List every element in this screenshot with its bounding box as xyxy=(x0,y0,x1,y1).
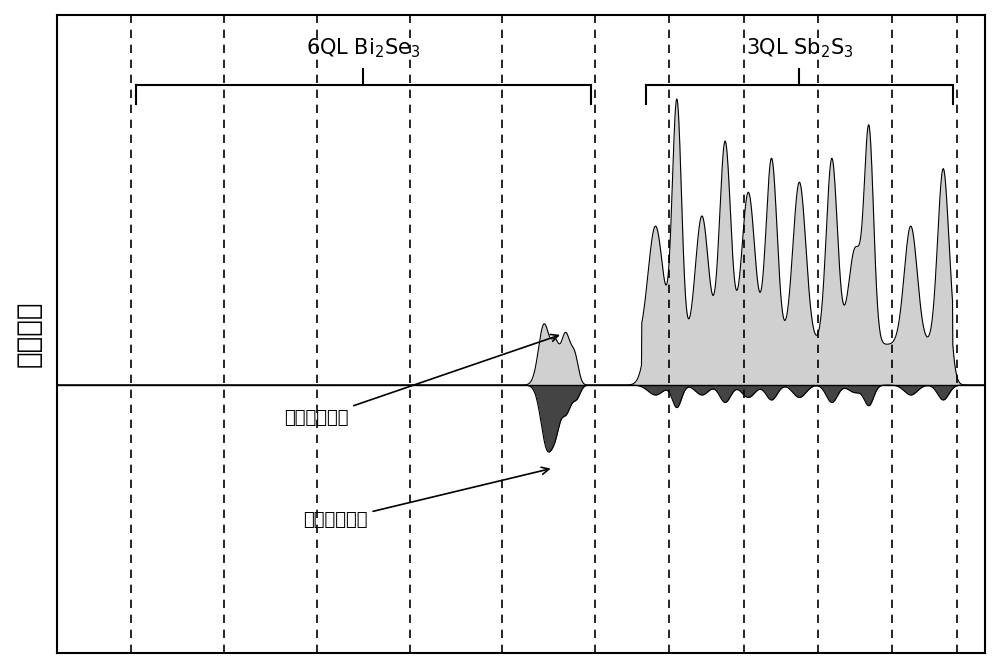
Text: 自旋向下电子: 自旋向下电子 xyxy=(303,467,549,530)
Y-axis label: 电荷密度: 电荷密度 xyxy=(15,301,43,367)
Text: 自旋向上电子: 自旋向上电子 xyxy=(285,335,558,428)
Text: 3QL Sb$_2$S$_3$: 3QL Sb$_2$S$_3$ xyxy=(746,36,853,59)
Text: 6QL Bi$_2$Se$_3$: 6QL Bi$_2$Se$_3$ xyxy=(306,36,420,59)
